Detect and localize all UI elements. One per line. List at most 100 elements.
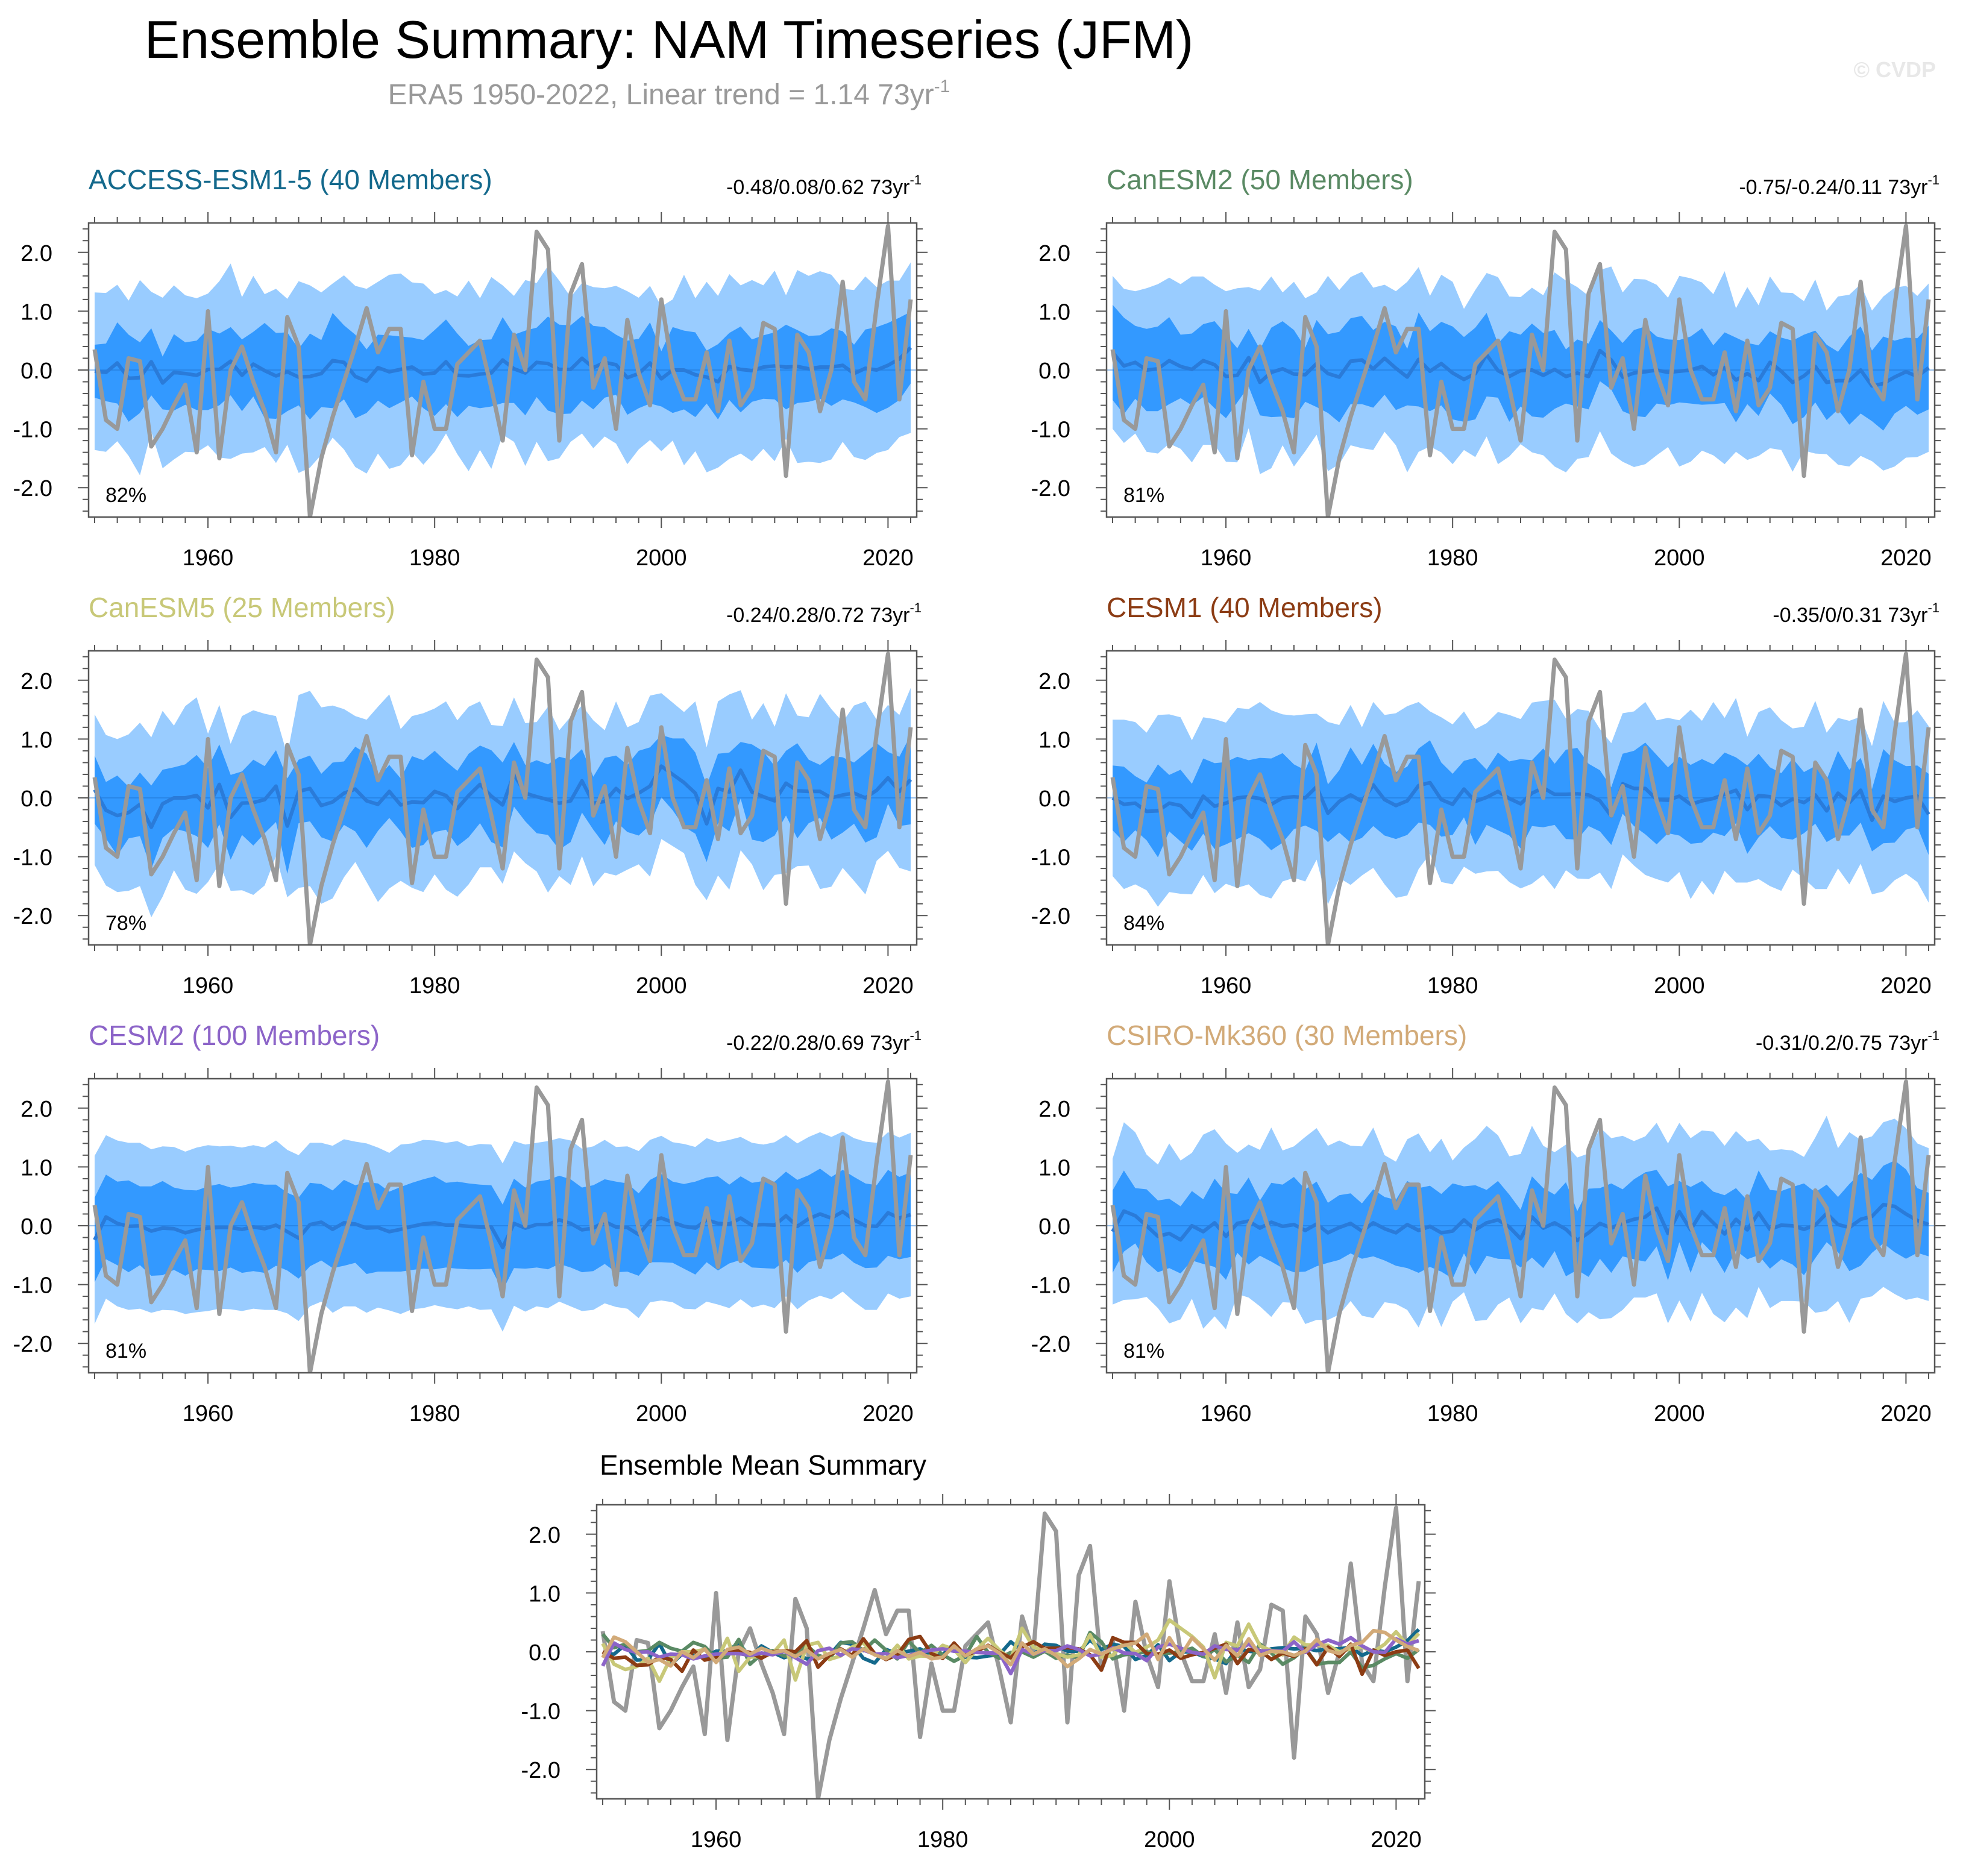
x-tick-label: 2020 <box>862 1401 914 1426</box>
panel-canesm5: 2.0 1.0 0.0 -1.0 -2.0 1960 1980 2000 2020 CanESM5… <box>13 592 928 999</box>
percent-label: 81% <box>1123 1340 1164 1363</box>
x-tick-label: 1980 <box>409 1401 460 1426</box>
trend-superscript: -1 <box>1927 600 1939 615</box>
era5-observed-line <box>92 651 913 945</box>
panel-title: CanESM2 (50 Members) <box>1107 164 1413 195</box>
trend-superscript: -1 <box>909 172 922 187</box>
y-tick-label: 1.0 <box>1038 1155 1070 1181</box>
trend-label: -0.22/0.28/0.69 73yr-1 <box>726 1028 922 1055</box>
y-tick-label: 2.0 <box>20 1097 52 1122</box>
y-tick-label: -2.0 <box>13 1332 52 1357</box>
trend-text: -0.75/-0.24/0.11 73yr <box>1739 176 1927 199</box>
y-tick-label: -2.0 <box>1031 1332 1070 1357</box>
panel-title: CSIRO-Mk360 (30 Members) <box>1107 1020 1467 1051</box>
x-tick-label: 1960 <box>691 1827 742 1852</box>
summary-title: Ensemble Mean Summary <box>600 1449 926 1481</box>
x-tick-label: 2000 <box>636 1401 687 1426</box>
trend-text: -0.31/0.2/0.75 73yr <box>1756 1032 1927 1055</box>
y-tick-label: -1.0 <box>13 418 52 443</box>
y-tick-label: -2.0 <box>1031 476 1070 501</box>
y-tick-label: -2.0 <box>1031 904 1070 929</box>
ensemble-inner-band <box>95 312 911 422</box>
panel-title: ACCESS-ESM1-5 (40 Members) <box>89 164 492 195</box>
cvdp-watermark: © CVDP <box>1853 57 1936 82</box>
x-tick-label: 2000 <box>1144 1827 1195 1852</box>
trend-superscript: -1 <box>909 600 922 615</box>
y-tick-label: 0.0 <box>529 1640 561 1666</box>
plot-area <box>1107 224 1935 517</box>
y-tick-label: 2.0 <box>20 241 52 266</box>
y-tick-label: 0.0 <box>20 359 52 384</box>
y-tick-label: -2.0 <box>13 476 52 501</box>
x-tick-label: 2000 <box>1654 1401 1705 1426</box>
y-tick-label: -2.0 <box>13 904 52 929</box>
y-tick-label: -1.0 <box>1031 418 1070 443</box>
panel-csiro-mk360: 2.0 1.0 0.0 -1.0 -2.0 1960 1980 2000 2020 CSIRO-M… <box>1031 1020 1946 1426</box>
percent-label: 78% <box>105 912 146 935</box>
percent-label: 81% <box>1123 484 1164 507</box>
subtitle-superscript: -1 <box>934 77 950 96</box>
trend-label: -0.24/0.28/0.72 73yr-1 <box>726 600 922 627</box>
x-tick-label: 2020 <box>1880 545 1932 571</box>
x-tick-label: 1980 <box>917 1827 969 1852</box>
trend-label: -0.48/0.08/0.62 73yr-1 <box>726 172 922 199</box>
y-tick-label: 0.0 <box>20 786 52 812</box>
y-tick-label: -1.0 <box>1031 845 1070 871</box>
y-tick-label: 1.0 <box>20 1155 52 1181</box>
y-tick-label: -2.0 <box>521 1758 561 1783</box>
figure-title: Ensemble Summary: NAM Timeseries (JFM) <box>145 10 1194 69</box>
x-tick-label: 1960 <box>1201 973 1252 999</box>
subtitle-text: ERA5 1950-2022, Linear trend = 1.14 73yr <box>388 79 934 111</box>
trend-superscript: -1 <box>1927 172 1939 187</box>
y-tick-label: 1.0 <box>20 300 52 325</box>
ensemble-inner-band <box>1113 1160 1929 1281</box>
x-tick-label: 1980 <box>1427 545 1478 571</box>
y-tick-label: -1.0 <box>1031 1273 1070 1299</box>
x-tick-label: 1960 <box>183 1401 234 1426</box>
plot-area <box>1107 1079 1935 1373</box>
panel-title: CESM2 (100 Members) <box>89 1020 380 1051</box>
y-tick-label: 2.0 <box>529 1523 561 1548</box>
trend-text: -0.24/0.28/0.72 73yr <box>726 604 909 627</box>
y-tick-label: -1.0 <box>13 1273 52 1299</box>
trend-text: -0.22/0.28/0.69 73yr <box>726 1032 909 1055</box>
percent-label: 84% <box>1123 912 1164 935</box>
era5-observed-line <box>1110 1079 1931 1373</box>
percent-label: 81% <box>105 1340 146 1363</box>
y-tick-label: 0.0 <box>20 1214 52 1240</box>
model-mean-line-canesm2 <box>601 1630 1420 1670</box>
x-tick-label: 1960 <box>1201 545 1252 571</box>
percent-label: 82% <box>105 484 146 507</box>
ensemble-mean-line <box>93 764 912 829</box>
panel-title: CanESM5 (25 Members) <box>89 592 395 623</box>
y-tick-label: 2.0 <box>20 669 52 694</box>
trend-label: -0.75/-0.24/0.11 73yr-1 <box>1739 172 1939 199</box>
x-tick-label: 1960 <box>183 545 234 571</box>
plot-area <box>89 651 917 945</box>
x-tick-label: 1980 <box>1427 1401 1478 1426</box>
panel-ensemble-mean-summary: 2.0 1.0 0.0 -1.0 -2.0 1960 1980 2000 2020 Ensembl… <box>521 1449 1436 1852</box>
trend-superscript: -1 <box>1927 1028 1939 1043</box>
plot-area <box>1107 651 1935 945</box>
x-tick-label: 1980 <box>409 973 460 999</box>
trend-label: -0.31/0.2/0.75 73yr-1 <box>1756 1028 1939 1055</box>
plot-area <box>89 224 917 517</box>
y-tick-label: 1.0 <box>1038 727 1070 753</box>
plot-area <box>600 1505 1421 1799</box>
y-tick-label: 0.0 <box>1038 359 1070 384</box>
y-tick-label: 2.0 <box>1038 241 1070 266</box>
x-tick-label: 2000 <box>1654 973 1705 999</box>
x-tick-label: 1980 <box>1427 973 1478 999</box>
y-tick-label: 0.0 <box>1038 786 1070 812</box>
ensemble-mean-line <box>1111 348 1930 388</box>
y-tick-label: -1.0 <box>521 1699 561 1725</box>
x-tick-label: 2020 <box>1880 973 1932 999</box>
model-mean-line-csiro-mk360 <box>601 1628 1420 1669</box>
y-tick-label: 0.0 <box>1038 1214 1070 1240</box>
figure-subtitle: ERA5 1950-2022, Linear trend = 1.14 73yr… <box>388 77 950 111</box>
trend-text: -0.48/0.08/0.62 73yr <box>726 176 909 199</box>
panel-cesm1: 2.0 1.0 0.0 -1.0 -2.0 1960 1980 2000 2020 CESM1 (… <box>1031 592 1946 999</box>
x-tick-label: 2020 <box>862 973 914 999</box>
era5-observed-line <box>1110 651 1931 945</box>
